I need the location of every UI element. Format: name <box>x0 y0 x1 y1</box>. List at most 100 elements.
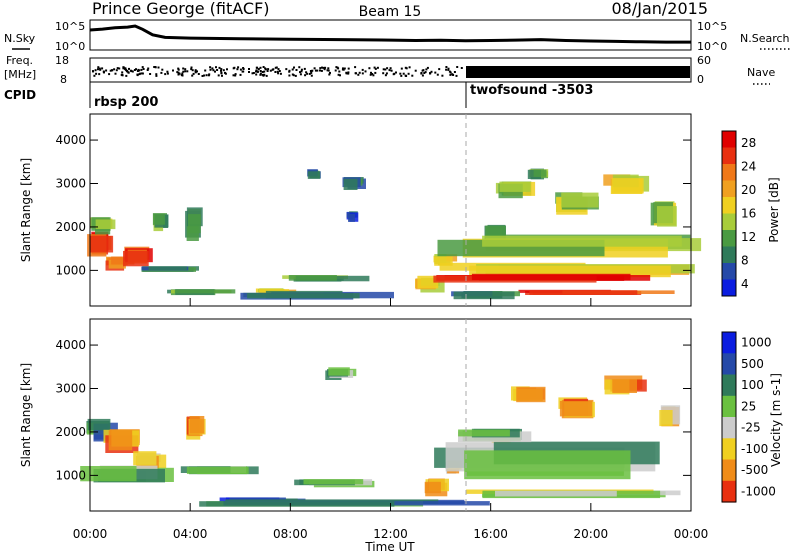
colorbar-segment <box>722 147 736 165</box>
freq-tick-bottom: 8 <box>60 73 67 86</box>
freq-mark <box>299 73 302 76</box>
velocity-colorbar: 1000 500 100 25 -25 -100 -500 -1000 <box>721 331 776 503</box>
colorbar-tick: 1000 <box>741 336 772 350</box>
colorbar-segment <box>722 164 736 181</box>
x-axis-label: Time UT <box>364 540 415 554</box>
freq-mark <box>310 70 313 73</box>
heatmap-cell <box>657 206 677 227</box>
freq-mark <box>411 74 414 77</box>
freq-mark <box>182 67 185 70</box>
freq-mark <box>218 66 221 69</box>
freq-mark <box>184 68 187 71</box>
freq-mark <box>160 71 163 74</box>
colorbar-tick: 20 <box>741 183 756 197</box>
sky-panel: 10^5 10^0 10^5 10^0 N.Sky N.Search <box>4 19 792 53</box>
freq-mark <box>113 68 116 71</box>
freq-mark <box>361 72 364 75</box>
freq-mark <box>256 66 259 69</box>
freq-mark <box>292 74 295 77</box>
freq-mark <box>327 67 330 70</box>
freq-mark <box>215 66 217 69</box>
colorbar-tick: 25 <box>741 399 756 413</box>
freq-mark <box>319 69 321 72</box>
velocity-heatmap <box>80 367 681 507</box>
heatmap-cell <box>559 401 593 417</box>
heatmap-cell <box>95 219 116 230</box>
freq-mark <box>278 70 281 72</box>
freq-mark <box>429 72 432 75</box>
freq-mark <box>385 72 388 75</box>
colorbar-tick: 8 <box>741 254 749 268</box>
freq-mark <box>186 70 189 73</box>
sky-tick-bottom: 10^0 <box>55 40 85 53</box>
freq-mark <box>207 74 210 77</box>
heatmap-cell <box>123 250 149 267</box>
freq-mark <box>326 69 329 72</box>
freq-mark <box>384 74 387 77</box>
freq-mark <box>166 72 169 75</box>
power-colorbar: 4 8 12 16 20 24 28 <box>721 130 756 297</box>
freq-mark <box>274 66 277 69</box>
colorbar-tick: -1000 <box>741 484 776 498</box>
freq-mark <box>255 73 258 76</box>
freq-mark <box>232 74 235 77</box>
freq-mark <box>293 66 295 69</box>
heatmap-cell <box>424 481 441 494</box>
nsky-label: N.Sky <box>4 32 36 45</box>
freq-mark <box>361 68 364 71</box>
freq-mark <box>342 67 344 70</box>
colorbar-segment <box>722 213 736 231</box>
freq-mark <box>313 67 316 70</box>
freq-mark <box>205 74 208 77</box>
freq-mark <box>399 72 402 75</box>
power-panel: 1000 2000 3000 4000 Slant Range [km] 4 8 12 16… <box>19 113 781 307</box>
freq-mark <box>259 73 262 76</box>
colorbar-tick: 12 <box>741 230 756 244</box>
heatmap-cell <box>343 178 358 190</box>
colorbar-segment <box>722 263 736 280</box>
station-title: Prince George (fitACF) <box>92 0 270 18</box>
colorbar-segment <box>722 417 736 439</box>
freq-mark <box>357 73 360 76</box>
freq-mark <box>371 73 374 75</box>
freq-mark <box>232 67 235 70</box>
freq-mark <box>176 71 179 74</box>
heatmap-cell <box>111 256 135 265</box>
freq-mark <box>149 73 152 75</box>
colorbar-tick: 500 <box>741 357 764 371</box>
colorbar-frame <box>721 130 737 297</box>
freq-mark <box>140 68 143 71</box>
freq-mark <box>456 66 459 68</box>
freq-mark <box>274 71 277 73</box>
freq-mark <box>298 66 301 69</box>
freq-mark <box>347 72 350 75</box>
freq-mark <box>135 68 137 71</box>
search-tick-top: 10^5 <box>697 20 727 33</box>
power-colorbar-label: Power [dB] <box>767 177 781 242</box>
freq-panel-frame <box>89 57 692 83</box>
freq-mark <box>414 69 417 72</box>
x-tick-label: 20:00 <box>574 527 609 541</box>
power-heatmap <box>87 168 702 300</box>
freq-mark <box>404 66 407 69</box>
freq-mark <box>388 69 391 72</box>
freq-mark <box>263 73 266 76</box>
freq-mark <box>347 67 350 70</box>
freq-mark <box>177 73 180 76</box>
freq-mark <box>136 73 139 76</box>
freq-mark <box>181 74 184 77</box>
heatmap-cell <box>186 466 249 474</box>
freq-mark <box>139 72 142 75</box>
freq-mark <box>460 67 463 69</box>
x-tick-label: 00:00 <box>73 527 108 541</box>
freq-mark <box>172 69 174 72</box>
freq-mark <box>347 71 350 74</box>
heatmap-cell <box>533 169 547 177</box>
freq-mark <box>255 69 258 72</box>
power-y-ticks: 1000 2000 3000 4000 <box>55 133 691 277</box>
freq-mark <box>386 67 389 70</box>
freq-mark <box>155 74 158 77</box>
freq-mark <box>102 71 105 74</box>
freq-mark <box>177 71 180 74</box>
x-tick-label: 04:00 <box>173 527 208 541</box>
